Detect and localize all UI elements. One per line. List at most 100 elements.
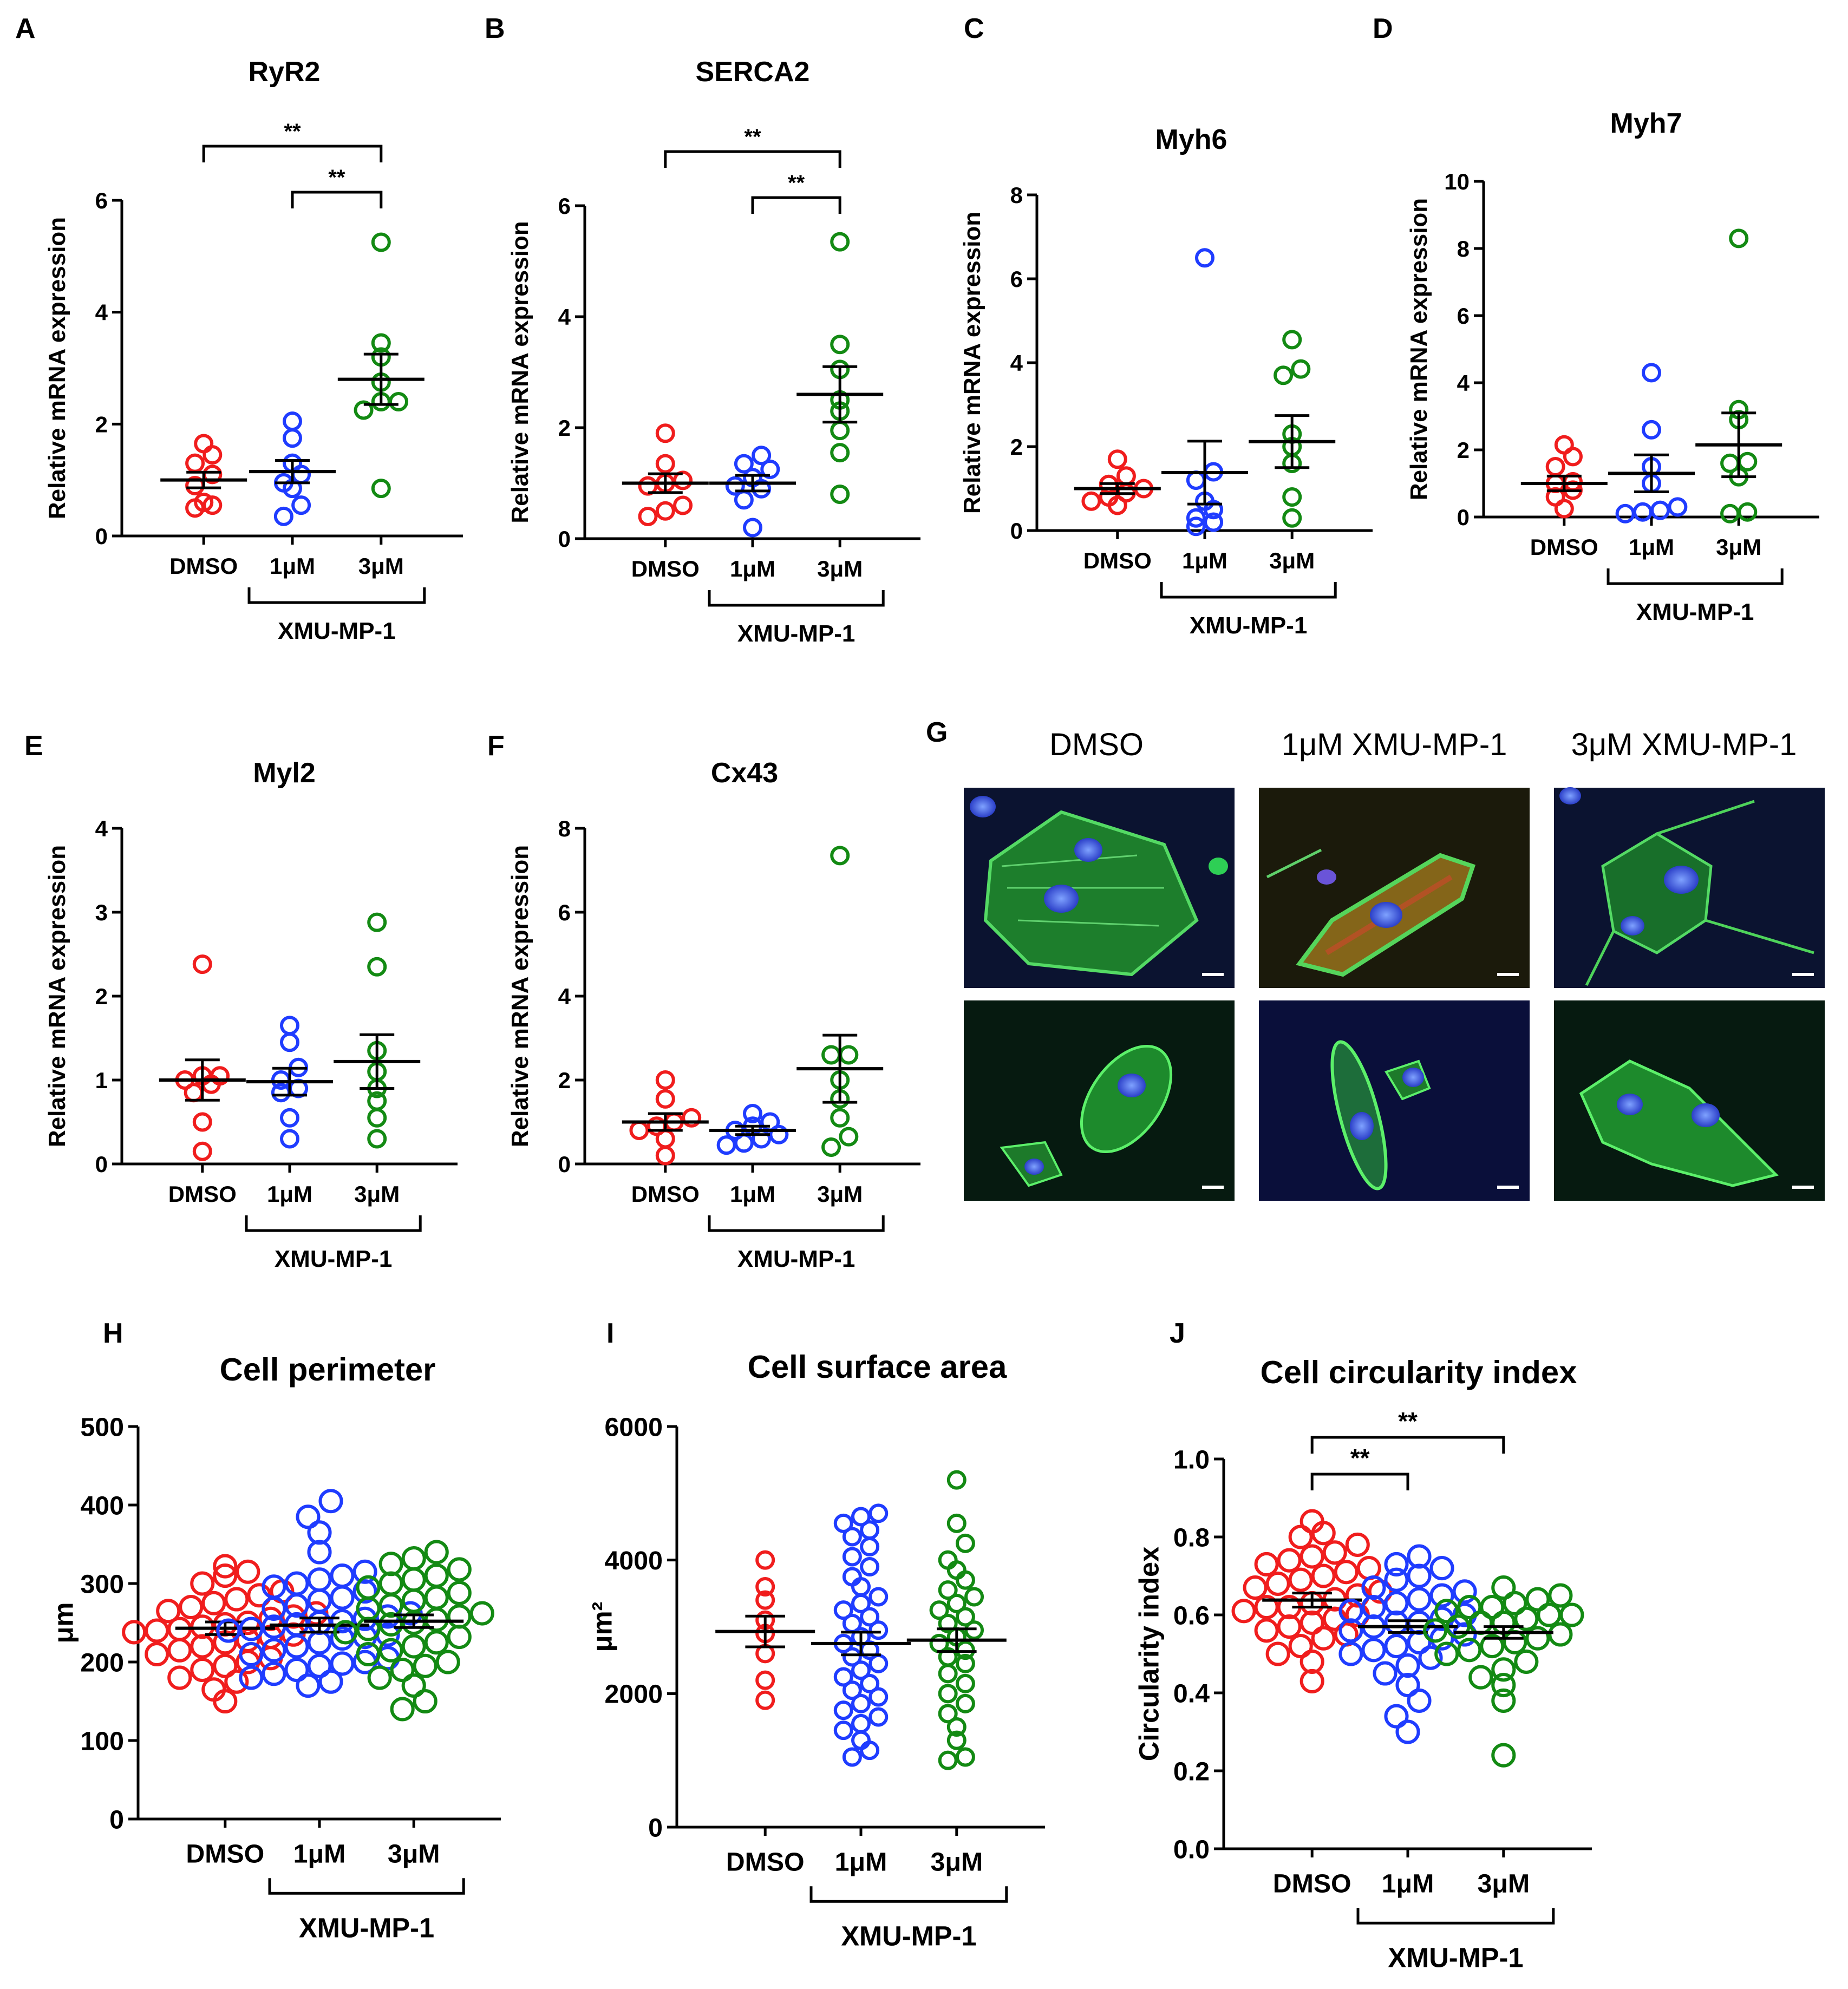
significance-bracket [291,191,383,208]
data-point [352,1606,377,1631]
data-point [378,1612,403,1637]
y-tick-label: 4 [95,300,108,325]
data-point [938,1750,958,1770]
data-point [1559,1602,1584,1627]
data-point [1338,1641,1363,1666]
data-point [1468,1665,1493,1690]
data-point [655,501,675,521]
data-point [1491,1688,1516,1713]
group-bracket [1356,1908,1555,1925]
data-point [330,1609,355,1634]
data-point [296,1504,321,1529]
data-point [955,1570,975,1590]
y-axis-label: μm [48,1602,79,1644]
data-point [1668,497,1688,517]
data-point [307,1567,332,1592]
y-axis-label: Relative mRNA expression [959,212,985,514]
data-point [655,1146,675,1166]
data-point [946,1470,967,1490]
data-point [830,443,850,463]
y-tick-label: 0 [558,526,571,552]
y-tick-label: 2 [1457,437,1470,463]
data-point [356,1641,381,1667]
data-point [629,1121,649,1140]
data-point [1407,1544,1432,1569]
data-point [1395,1673,1420,1698]
panel-letter: I [606,1318,614,1349]
y-tick-label: 6 [95,188,108,213]
data-point [1107,495,1127,515]
data-point [1434,1599,1459,1624]
data-point [1418,1645,1443,1670]
data-point [1300,1669,1324,1693]
significance-label: ** [1350,1444,1370,1472]
data-point [262,1596,286,1621]
group-label: XMU-MP-1 [299,1913,434,1944]
chart-d: D Myh7 0 2 4 6 8 10 Relative mRNA expression DMSO… [1373,13,1819,625]
data-point [145,1618,169,1643]
data-point [401,1634,426,1659]
data-point [401,1588,426,1613]
category-label: DMSO [726,1848,805,1877]
data-point [213,1689,238,1714]
micrograph-dmso-1 [964,788,1235,988]
category-label: 3μM [1269,548,1315,573]
data-point [192,954,212,974]
group-bracket [708,590,885,607]
group-label: XMU-MP-1 [737,620,856,647]
data-point [1356,1556,1381,1581]
data-point [1452,1622,1477,1647]
data-point [833,1700,853,1720]
data-point [401,1567,426,1592]
data-point [371,232,391,252]
column-label-3um: 3μM XMU-MP-1 [1571,727,1797,762]
data-point [869,1707,889,1727]
data-point [833,1667,853,1687]
category-label: DMSO [1530,534,1598,560]
data-point [755,1577,775,1597]
data-point [424,1630,449,1655]
group-bracket [1160,582,1337,599]
significance-bracket [751,196,841,214]
data-point [1615,503,1635,524]
data-point [280,1108,299,1128]
group-bracket [708,1215,885,1232]
y-tick-label: 6 [1010,266,1023,292]
data-point [946,1593,967,1613]
data-point [1274,365,1294,385]
chart-f: F Cx43 0 2 4 6 8 Relative mRNA expression DMSO 1μ… [487,730,920,1272]
data-point [284,1593,309,1618]
micrograph-3um-1 [1554,787,1825,988]
category-label: DMSO [1273,1869,1351,1899]
y-axis-label: Circularity index [1133,1547,1164,1761]
chart-title: SERCA2 [696,56,810,88]
data-point [352,1579,377,1604]
data-point [447,1604,472,1629]
data-point [1407,1563,1432,1588]
data-point [1265,1641,1290,1666]
data-point [330,1651,355,1676]
category-label: 3μM [817,1181,863,1207]
data-point [673,495,693,515]
group-bracket [245,1215,422,1232]
group-bracket [247,587,426,604]
chart-a: A RyR2 0 2 4 6 Relative mRNA expression DMSO 1μM… [15,13,463,644]
y-axis-label: Relative mRNA expression [44,845,70,1147]
data-point [203,445,223,465]
data-point [1446,1614,1471,1639]
data-point [1338,1618,1363,1643]
category-label: 3μM [930,1848,983,1877]
data-point [673,470,693,490]
data-point [1525,1587,1550,1612]
data-point [1548,1583,1573,1608]
data-point [371,333,391,353]
data-point [239,1641,264,1667]
data-point [851,1693,871,1713]
data-point [413,1689,437,1714]
data-point [1384,1567,1409,1592]
data-point [194,434,214,454]
data-point [830,846,850,866]
data-point [860,1741,880,1761]
data-point [725,476,745,496]
